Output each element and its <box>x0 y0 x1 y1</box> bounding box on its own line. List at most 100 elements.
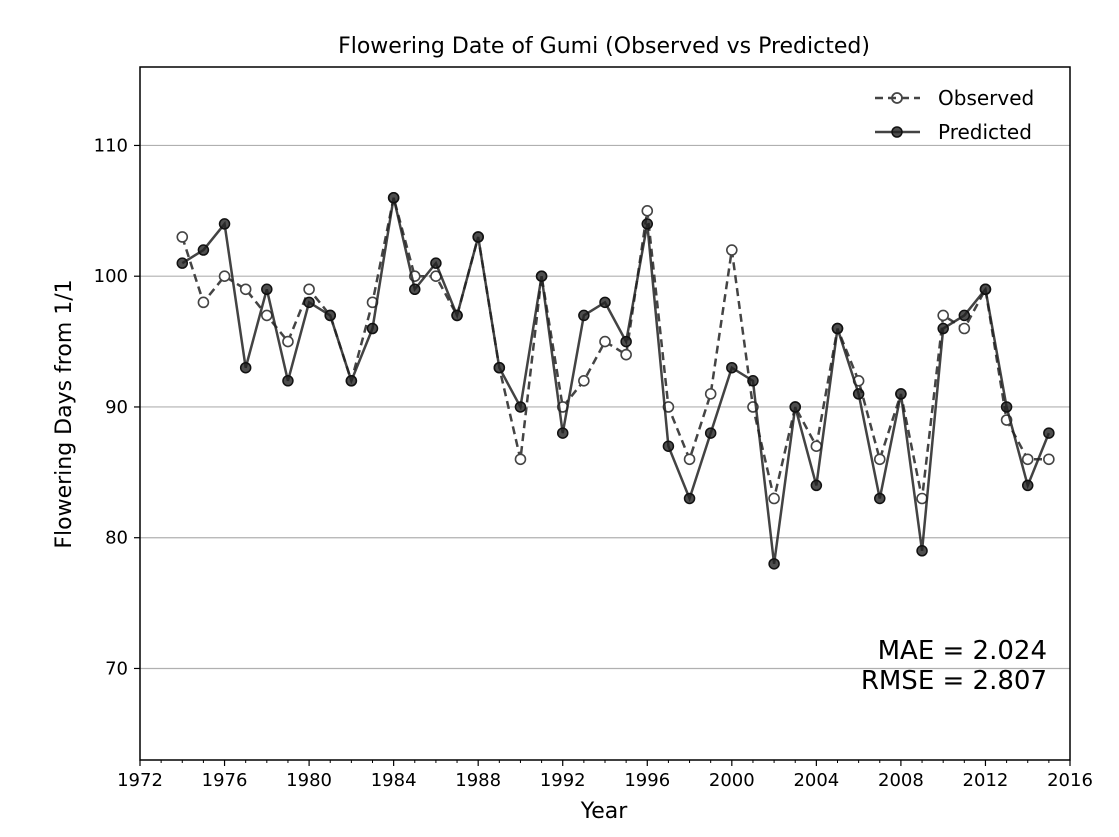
point-predicted-1991 <box>535 270 548 282</box>
point-predicted-1980 <box>303 296 315 309</box>
point-predicted-1979 <box>282 375 294 387</box>
point-predicted-2007 <box>874 492 886 505</box>
series-layer <box>176 191 1055 570</box>
y-tick-label-90: 90 <box>105 397 128 418</box>
point-predicted-1999 <box>704 427 717 439</box>
x-tick-label-1996: 1996 <box>624 770 670 791</box>
point-predicted-1989 <box>493 361 506 374</box>
point-predicted-1974 <box>176 257 189 269</box>
point-predicted-1990 <box>514 401 527 413</box>
point-predicted-2015 <box>1043 427 1055 439</box>
point-predicted-1993 <box>578 309 590 322</box>
point-predicted-2005 <box>831 322 844 335</box>
point-predicted-1977 <box>239 361 252 374</box>
legend-predicted-marker <box>891 126 903 138</box>
point-observed-2002 <box>768 492 780 505</box>
chart-title: Flowering Date of Gumi (Observed vs Pred… <box>338 34 870 59</box>
series-predicted <box>176 192 1055 570</box>
point-predicted-2000 <box>726 361 738 374</box>
point-observed-1996 <box>641 205 654 217</box>
legend-observed-label: Observed <box>938 86 1034 110</box>
point-predicted-2003 <box>789 401 801 413</box>
point-observed-1977 <box>239 283 252 296</box>
y-tick-label-100: 100 <box>94 266 128 287</box>
point-predicted-1984 <box>387 192 400 204</box>
point-observed-1990 <box>514 453 527 466</box>
x-axis-ticks: 1972 1976 1980 1984 1988 1992 1996 2000 2004 2008… <box>117 760 1093 791</box>
point-observed-1995 <box>620 348 632 361</box>
point-predicted-2009 <box>916 545 928 557</box>
point-predicted-2013 <box>1000 401 1013 413</box>
y-tick-label-80: 80 <box>105 528 128 549</box>
x-tick-label-1988: 1988 <box>455 770 501 791</box>
y-axis-label: Flowering Days from 1/1 <box>52 279 77 548</box>
point-observed-1974 <box>176 231 189 243</box>
x-tick-label-1980: 1980 <box>286 770 332 791</box>
x-tick-label-1976: 1976 <box>202 770 248 791</box>
grid-lines <box>140 144 1070 670</box>
point-predicted-1982 <box>345 375 358 387</box>
x-tick-label-2004: 2004 <box>793 770 839 791</box>
point-predicted-1975 <box>197 244 210 256</box>
point-observed-2011 <box>958 322 971 335</box>
point-observed-2004 <box>810 440 823 452</box>
x-tick-label-2016: 2016 <box>1047 770 1093 791</box>
point-observed-1976 <box>218 270 231 283</box>
point-observed-2014 <box>1021 453 1034 466</box>
point-observed-2010 <box>937 309 949 322</box>
point-predicted-1996 <box>641 218 654 230</box>
x-axis-label: Year <box>580 799 629 824</box>
point-predicted-1988 <box>472 231 484 243</box>
point-predicted-2006 <box>852 388 865 400</box>
point-predicted-2004 <box>810 479 823 492</box>
x-tick-label-2008: 2008 <box>878 770 924 791</box>
x-tick-label-2012: 2012 <box>963 770 1009 791</box>
point-predicted-2001 <box>747 375 759 387</box>
point-observed-2015 <box>1043 453 1055 466</box>
legend-observed-marker <box>891 92 903 104</box>
point-predicted-1992 <box>556 427 569 439</box>
point-predicted-1995 <box>620 335 632 348</box>
point-observed-1993 <box>578 375 590 387</box>
point-predicted-1986 <box>430 257 442 269</box>
point-predicted-2002 <box>768 558 780 570</box>
point-predicted-1978 <box>261 283 273 296</box>
y-tick-label-70: 70 <box>105 658 128 679</box>
point-observed-1978 <box>261 309 273 322</box>
point-predicted-1976 <box>218 218 231 230</box>
rmse-annotation: RMSE = 2.807 <box>861 666 1047 696</box>
point-observed-1979 <box>282 335 294 348</box>
legend-predicted-label: Predicted <box>938 120 1032 144</box>
x-tick-label-1984: 1984 <box>371 770 417 791</box>
legend: Observed Predicted <box>875 86 1034 144</box>
mae-annotation: MAE = 2.024 <box>878 636 1047 666</box>
series-line-observed <box>181 197 1049 499</box>
point-predicted-1998 <box>683 492 696 505</box>
point-predicted-1983 <box>366 322 379 335</box>
point-predicted-1985 <box>409 283 421 296</box>
x-tick-label-1992: 1992 <box>540 770 586 791</box>
x-tick-label-2000: 2000 <box>709 770 755 791</box>
x-tick-label-1972: 1972 <box>117 770 163 791</box>
point-predicted-2011 <box>958 309 971 322</box>
point-observed-1998 <box>683 453 696 466</box>
point-predicted-2010 <box>937 322 949 335</box>
point-predicted-2008 <box>895 388 907 400</box>
point-observed-1994 <box>599 335 611 348</box>
point-observed-2007 <box>873 453 886 466</box>
point-observed-1999 <box>704 388 717 400</box>
series-observed <box>176 191 1055 505</box>
series-line-predicted <box>181 197 1051 565</box>
point-predicted-2012 <box>979 283 992 296</box>
y-tick-label-110: 110 <box>94 135 128 156</box>
point-observed-2000 <box>726 244 738 256</box>
point-observed-1980 <box>303 283 315 296</box>
y-axis-ticks: 70 80 90 100 110 <box>94 135 140 679</box>
point-predicted-1994 <box>599 296 611 309</box>
point-predicted-1981 <box>324 309 336 322</box>
point-observed-1975 <box>197 296 210 309</box>
point-predicted-1987 <box>451 309 463 322</box>
point-predicted-2014 <box>1021 479 1034 492</box>
point-predicted-1997 <box>662 440 675 452</box>
